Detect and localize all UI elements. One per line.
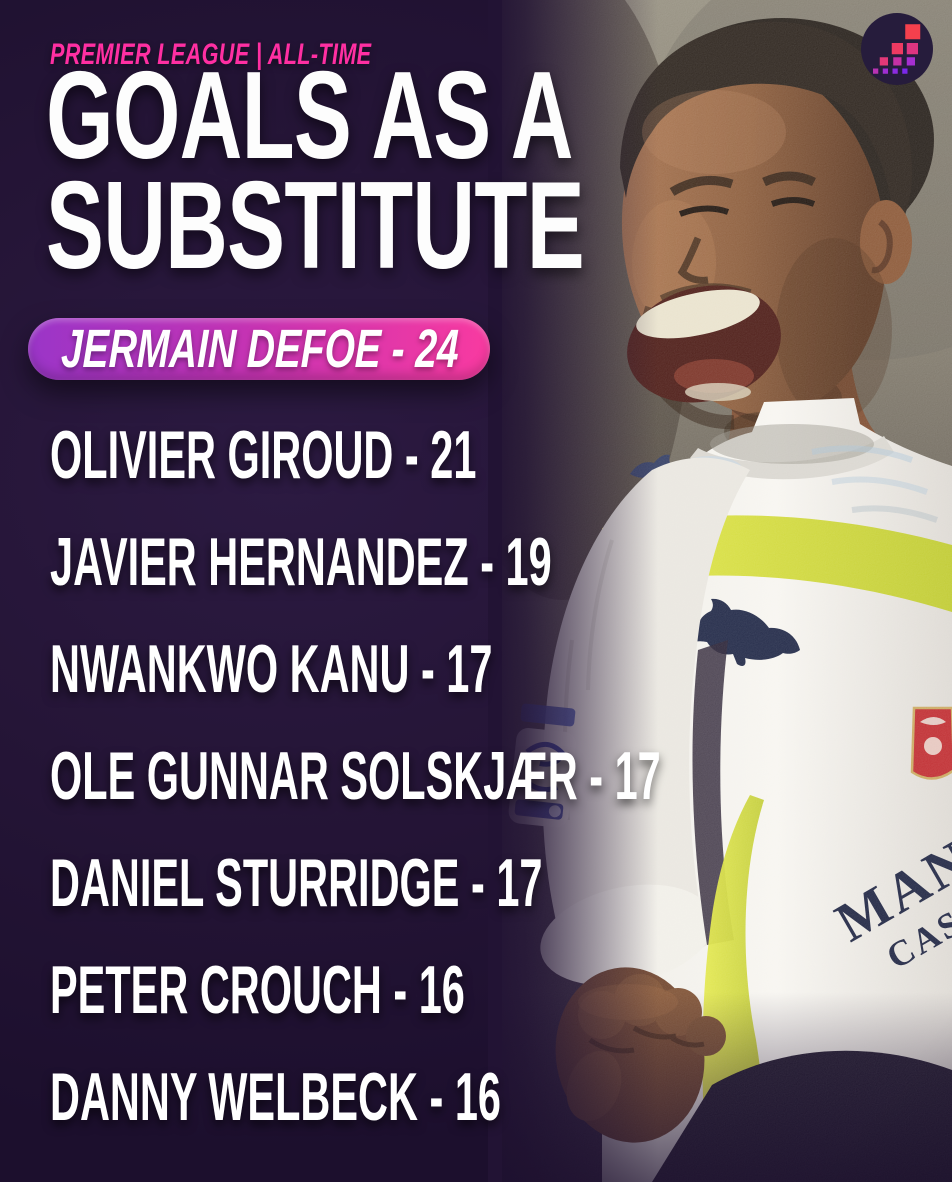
player-list: OLIVIER GIROUD - 21 JAVIER HERNANDEZ - 1…	[50, 421, 661, 1131]
title-line-2: SUBSTITUTE	[46, 156, 585, 295]
player-item: DANIEL STURRIDGE - 17	[50, 845, 543, 921]
analyst-logo-icon	[861, 13, 933, 85]
competition-label: PREMIER LEAGUE | ALL-TIME	[50, 38, 372, 71]
leader-badge: JERMAIN DEFOE - 24	[28, 318, 490, 380]
leader-badge-label: JERMAIN DEFOE - 24	[60, 319, 460, 379]
player-item: NWANKWO KANU - 17	[50, 631, 493, 707]
player-item: OLE GUNNAR SOLSKJÆR - 17	[50, 738, 661, 814]
player-item: JAVIER HERNANDEZ - 19	[50, 524, 552, 600]
player-item: PETER CROUCH - 16	[50, 952, 465, 1028]
player-item: DANNY WELBECK - 16	[50, 1059, 501, 1135]
title-line-1: GOALS AS A	[46, 47, 573, 185]
player-item: OLIVIER GIROUD - 21	[50, 417, 477, 493]
page-title: GOALS AS A SUBSTITUTE	[46, 47, 585, 295]
